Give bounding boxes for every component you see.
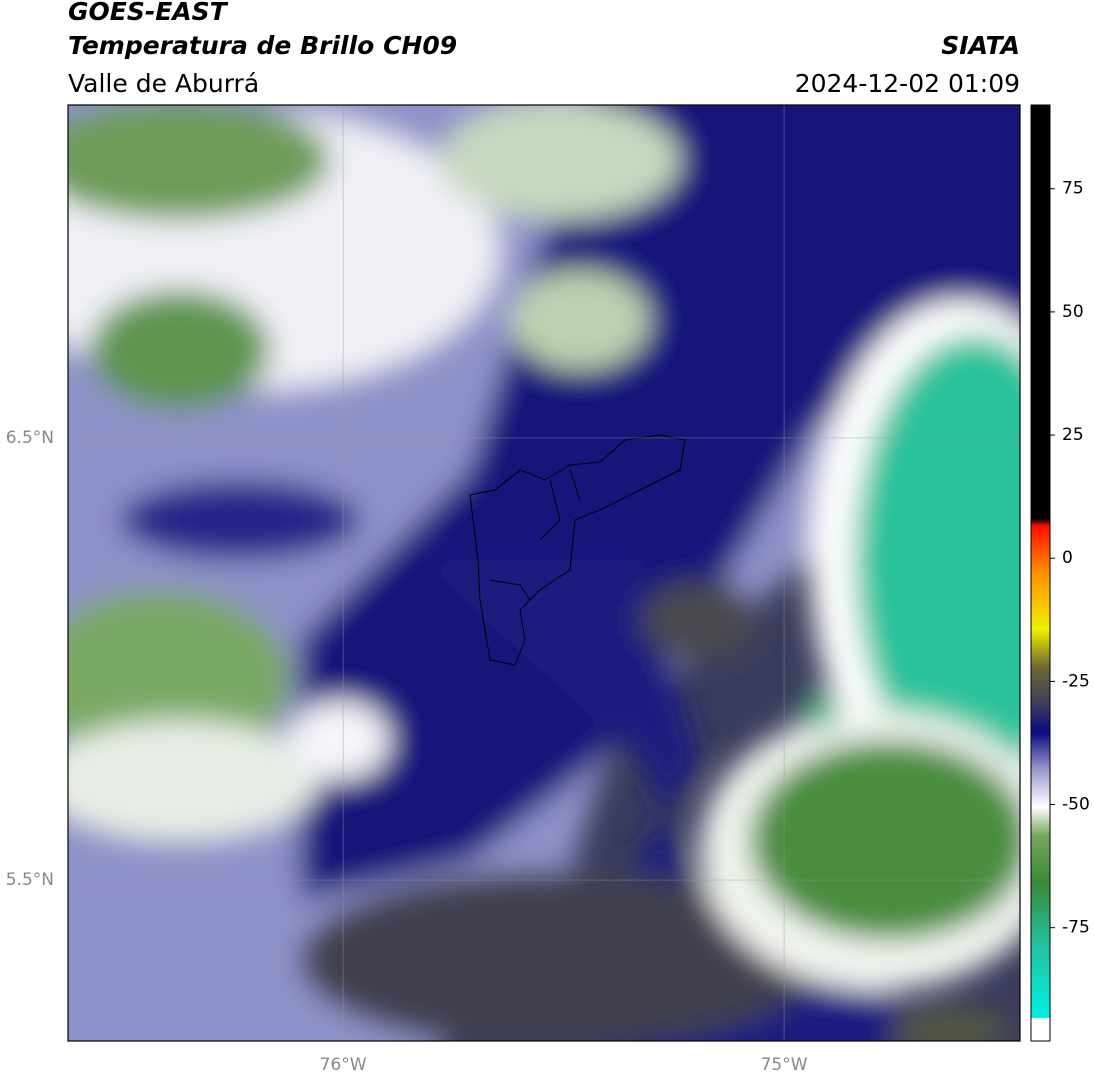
datetime: 2024-12-02 01:09 (795, 69, 1020, 98)
subtitle: Temperatura de Brillo CH09 (68, 31, 457, 60)
colorbar-tick-label: 25 (1062, 425, 1084, 445)
lat-label: 6.5°N (6, 428, 54, 448)
colorbar-tick-label: 0 (1062, 548, 1073, 568)
satellite-image (68, 105, 1020, 1041)
colorbar-tick-label: -75 (1062, 918, 1090, 938)
region: Valle de Aburrá (68, 69, 259, 98)
colorbar-tick-label: -25 (1062, 671, 1090, 691)
lat-label: 5.5°N (6, 870, 54, 890)
lon-label: 76°W (320, 1055, 367, 1075)
title: GOES-EAST (68, 0, 229, 26)
colorbar-tick-label: 75 (1062, 179, 1084, 199)
valley-boundary (469, 434, 686, 666)
colorbar-tick-label: -50 (1062, 795, 1090, 815)
colorbar (1030, 104, 1051, 1042)
source: SIATA (941, 31, 1020, 60)
lon-label: 75°W (761, 1055, 808, 1075)
colorbar-tick-label: 50 (1062, 302, 1084, 322)
map-frame (67, 104, 1021, 1042)
